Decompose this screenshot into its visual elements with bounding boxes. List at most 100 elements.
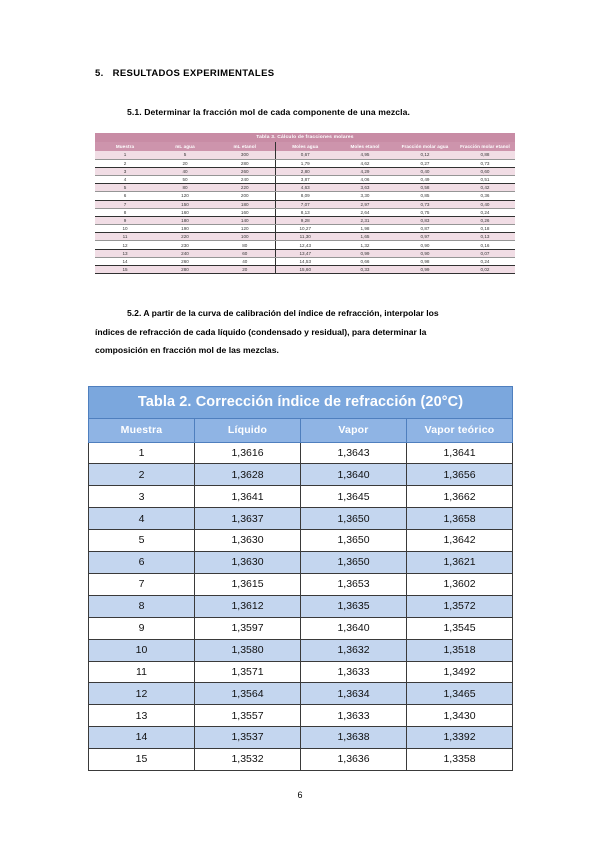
table-3-cell: 1,79 [274, 159, 335, 168]
table-3-cell: 2,64 [335, 208, 395, 217]
table-2-cell: 1,3537 [194, 726, 301, 750]
table-3-cell: 40 [215, 257, 275, 267]
table-row: 11 220 100 11,30 1,65 0,97 0,13 [95, 232, 515, 242]
table-3-cell: 200 [215, 191, 275, 201]
table-3-cell: 15,60 [274, 265, 335, 275]
table-2-cell: 1,3635 [300, 594, 407, 618]
table-row: 13 240 60 13,47 0,99 0,90 0,07 [95, 249, 515, 258]
table-2-cell: 1,3392 [406, 726, 513, 750]
table-row: 1 1,3616 1,3643 1,3641 [88, 441, 513, 465]
table-2-cell: 1,3621 [406, 551, 513, 574]
table-3-cell: 4,63 [274, 183, 335, 193]
table-2-cell: 1,3640 [300, 463, 407, 487]
table-row: 4 50 240 3,87 4,06 0,49 0,51 [95, 175, 515, 185]
table-3-cell: 0,18 [455, 224, 515, 234]
table-3-cell: 12 [95, 240, 155, 250]
table-2-cell: 1,3653 [300, 572, 407, 596]
table-3-cell: 0,88 [455, 151, 515, 160]
table-3-cell: 4 [95, 175, 155, 185]
table-2-cell: 10 [88, 638, 195, 662]
table-2-cell: 13 [88, 704, 195, 728]
table-3-cell: 0,02 [455, 265, 515, 275]
table-3-col-ml-agua: mL agua [155, 142, 215, 152]
table-3-col-moles-etanol: Moles etanol [335, 142, 395, 152]
table-3-cell: 0,40 [395, 167, 455, 176]
table-3-cell: 0,99 [335, 249, 395, 258]
table-2-cell: 1,3615 [194, 572, 301, 596]
table-3-cell: 14,53 [274, 257, 335, 267]
table-2-header-row: Muestra Líquido Vapor Vapor teórico [88, 417, 513, 443]
table-2-cell: 1,3580 [194, 638, 301, 662]
table-2-cell: 2 [88, 463, 195, 487]
table-3: Tabla 3. Cálculo de fracciones molares M… [95, 133, 515, 275]
table-3-cell: 8,13 [274, 208, 335, 217]
table-2-cell: 1,3630 [194, 529, 301, 553]
table-row: 6 120 200 8,09 3,30 0,85 0,36 [95, 191, 515, 201]
section-title: RESULTADOS EXPERIMENTALES [112, 68, 275, 79]
table-2-cell: 8 [88, 594, 195, 618]
table-2-cell: 3 [88, 485, 195, 509]
table-3-cell: 0,98 [395, 257, 455, 267]
table-3-cell: 1,32 [335, 240, 395, 250]
table-2-cell: 1,3628 [194, 463, 301, 487]
table-2-cell: 1,3430 [406, 704, 513, 728]
table-3-cell: 4,62 [335, 159, 395, 168]
table-row: 9 180 140 9,28 2,31 0,83 0,26 [95, 216, 515, 226]
table-2-cell: 6 [88, 551, 195, 574]
subsection-5-1-heading: 5.1. Determinar la fracción mol de cada … [127, 107, 411, 117]
section-heading: 5. RESULTADOS EXPERIMENTALES [95, 68, 515, 79]
table-row: 8 160 160 8,13 2,64 0,75 0,24 [95, 208, 515, 217]
table-3-cell: 14 [95, 257, 155, 267]
table-3-cell: 190 [155, 224, 215, 234]
table-3-cell: 260 [155, 257, 215, 267]
table-2-cell: 1,3662 [406, 485, 513, 509]
table-3-cell: 0,42 [455, 183, 515, 193]
table-2-cell: 1,3642 [406, 529, 513, 553]
paragraph-line-3: composición en fracción mol de las mezcl… [95, 345, 279, 356]
table-3-cell: 7 [95, 200, 155, 209]
table-3-cell: 140 [215, 216, 275, 226]
table-row: 3 40 260 2,80 4,29 0,40 0,60 [95, 167, 515, 176]
table-3-cell: 230 [155, 240, 215, 250]
table-2-cell: 1,3632 [300, 638, 407, 662]
table-3-cell: 0,67 [274, 151, 335, 160]
table-3-cell: 40 [155, 167, 215, 176]
table-2-cell: 1,3492 [406, 660, 513, 684]
table-3-cell: 0,07 [455, 249, 515, 258]
table-3-cell: 280 [215, 159, 275, 168]
table-3-cell: 0,13 [455, 232, 515, 242]
table-3-cell: 0,33 [335, 265, 395, 275]
table-3-container: Tabla 3. Cálculo de fracciones molares M… [95, 133, 515, 275]
paragraph-line-1-text: 5.2. A partir de la curva de calibración… [127, 308, 439, 319]
table-3-cell: 12,43 [274, 240, 335, 250]
table-2-cell: 1,3640 [300, 616, 407, 640]
table-row: 7 1,3615 1,3653 1,3602 [88, 572, 513, 596]
table-2-cell: 1,3602 [406, 572, 513, 596]
table-3-cell: 3,87 [274, 175, 335, 185]
table-2-cell: 1,3636 [300, 748, 407, 771]
table-3-cell: 4,95 [335, 151, 395, 160]
table-2-cell: 11 [88, 660, 195, 684]
table-3-cell: 9,28 [274, 216, 335, 226]
table-3-cell: 13,47 [274, 249, 335, 258]
table-3-cell: 160 [215, 208, 275, 217]
table-3-cell: 0,24 [455, 208, 515, 217]
table-2-cell: 1,3637 [194, 507, 301, 531]
table-3-cell: 15 [95, 265, 155, 275]
table-3-cell: 50 [155, 175, 215, 185]
table-row: 14 260 40 14,53 0,66 0,98 0,24 [95, 257, 515, 267]
table-2-cell: 14 [88, 726, 195, 750]
table-3-title: Tabla 3. Cálculo de fracciones molares [95, 133, 515, 143]
table-3-cell: 60 [215, 249, 275, 258]
table-2-cell: 1,3634 [300, 682, 407, 706]
table-3-cell: 3,30 [335, 191, 395, 201]
table-3-cell: 11 [95, 232, 155, 242]
table-2-cell: 1,3557 [194, 704, 301, 728]
table-3-cell: 11,30 [274, 232, 335, 242]
table-2-col-vapor: Vapor [300, 417, 407, 443]
paragraph-line-2: índices de refracción de cada líquido (c… [95, 326, 427, 337]
table-3-cell: 240 [215, 175, 275, 185]
table-2-cell: 1,3597 [194, 616, 301, 640]
table-2-cell: 1,3658 [406, 507, 513, 531]
